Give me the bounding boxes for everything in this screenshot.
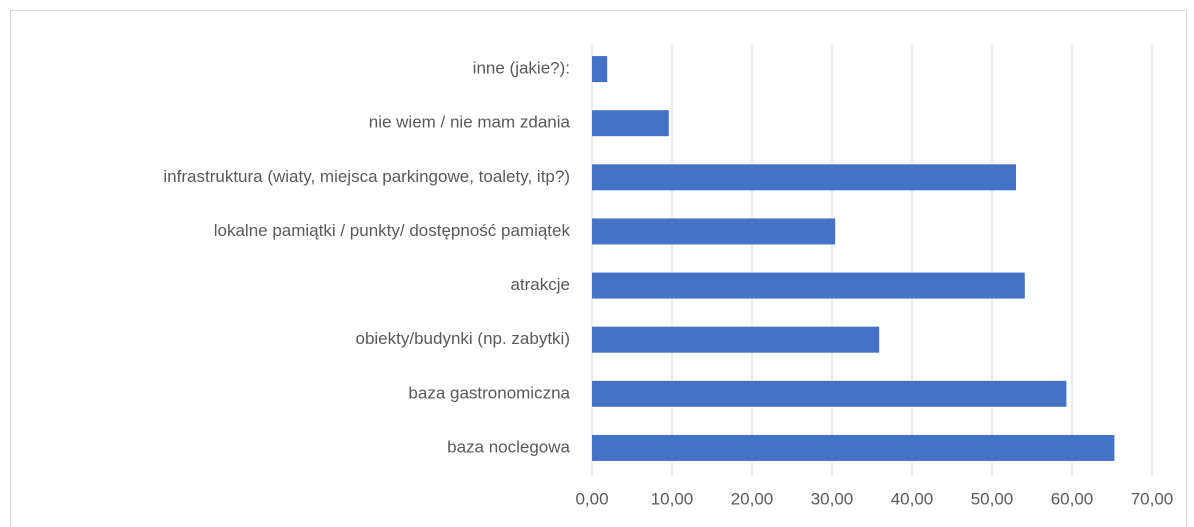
y-tick-label: infrastruktura (wiaty, miejsca parkingow… — [163, 167, 570, 186]
y-tick-label: baza noclegowa — [447, 437, 570, 456]
x-tick-label: 50,00 — [971, 489, 1014, 508]
bar — [592, 56, 608, 83]
x-tick-label: 30,00 — [811, 489, 854, 508]
bar — [592, 218, 836, 245]
bar — [592, 272, 1025, 299]
y-tick-label: baza gastronomiczna — [408, 383, 570, 402]
bar — [592, 164, 1016, 191]
y-tick-label: atrakcje — [510, 275, 570, 294]
bar — [592, 110, 669, 137]
y-tick-label: lokalne pamiątki / punkty/ dostępność pa… — [214, 221, 571, 240]
bar — [592, 434, 1115, 461]
bar — [592, 380, 1067, 407]
y-tick-label: inne (jakie?): — [473, 59, 570, 78]
y-tick-label: obiekty/budynki (np. zabytki) — [356, 329, 571, 348]
y-tick-label: nie wiem / nie mam zdania — [369, 113, 571, 132]
bar — [592, 326, 880, 353]
x-tick-label: 70,00 — [1131, 489, 1174, 508]
x-tick-label: 20,00 — [731, 489, 774, 508]
x-tick-label: 10,00 — [651, 489, 694, 508]
x-tick-label: 60,00 — [1051, 489, 1094, 508]
x-tick-label: 40,00 — [891, 489, 934, 508]
x-tick-label: 0,00 — [575, 489, 608, 508]
